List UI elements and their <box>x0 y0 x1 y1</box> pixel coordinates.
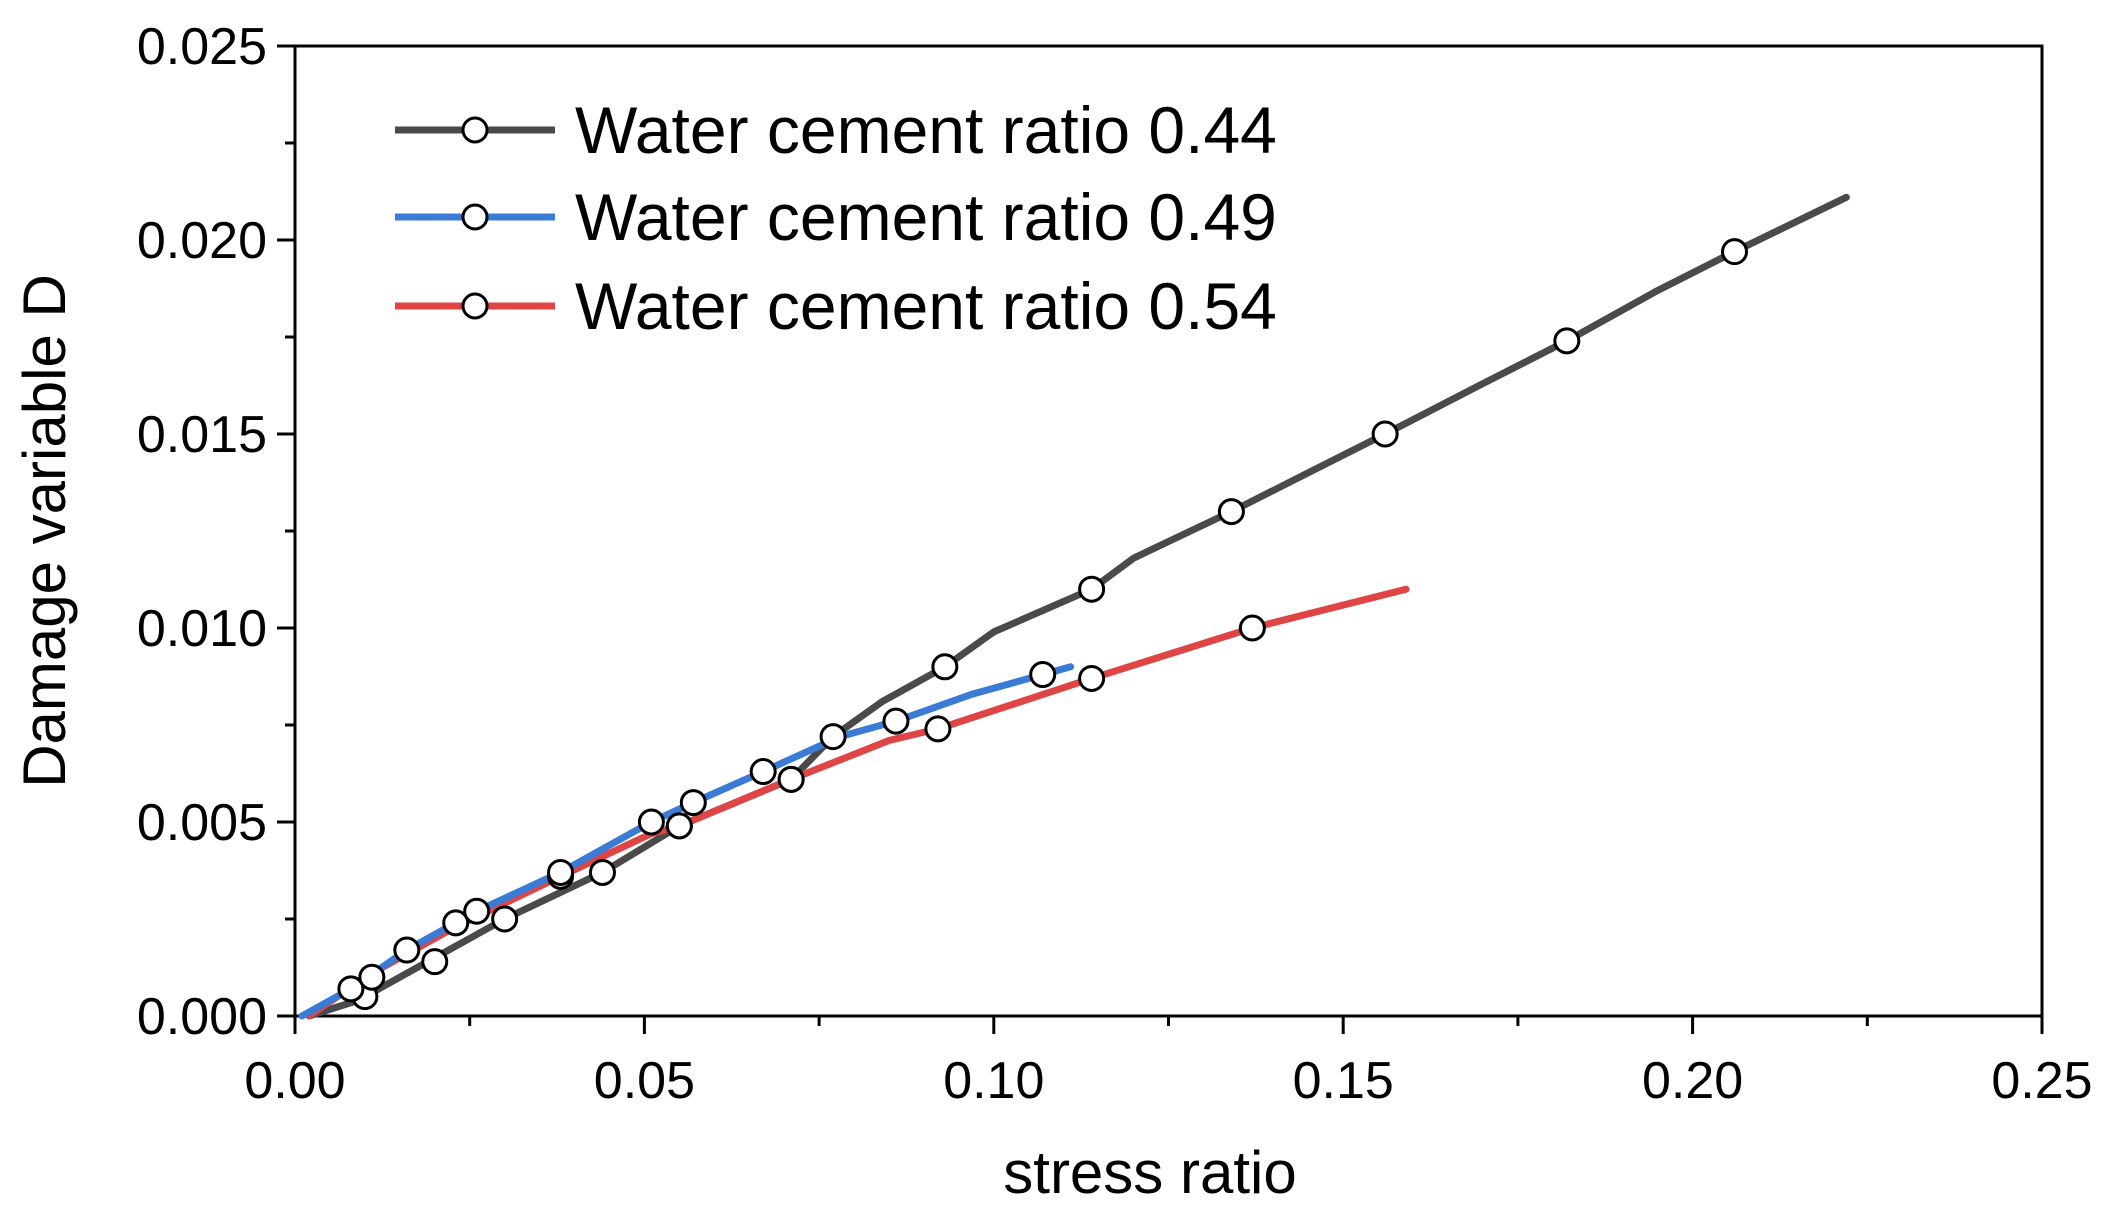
data-point-marker <box>337 975 365 1003</box>
data-point-marker <box>393 936 421 964</box>
data-point-marker <box>1238 614 1266 642</box>
data-point-marker <box>749 758 777 786</box>
x-axis: 0.00 0.05 0.10 0.15 0.20 0.25 <box>244 1016 2093 1110</box>
legend-swatch-marker <box>461 116 489 144</box>
data-point-marker <box>924 715 952 743</box>
data-point-marker <box>463 897 491 925</box>
legend-label: Water cement ratio 0.49 <box>575 180 1277 254</box>
data-point-marker <box>1553 327 1581 355</box>
y-axis: 0.000 0.005 0.010 0.015 0.020 0.025 <box>137 18 295 1046</box>
data-point-marker <box>442 909 470 937</box>
x-tick-label: 0.10 <box>943 1052 1044 1110</box>
data-point-marker <box>1029 661 1057 689</box>
series-line <box>305 193 1850 1020</box>
x-tick-label: 0.00 <box>244 1052 345 1110</box>
legend-swatch-marker <box>461 203 489 231</box>
data-point-marker <box>637 808 665 836</box>
y-tick-label: 0.005 <box>137 794 267 852</box>
y-axis-title: Damage variable D <box>11 274 78 788</box>
data-point-marker <box>588 858 616 886</box>
legend-swatch-marker <box>461 292 489 320</box>
x-tick-label: 0.05 <box>594 1052 695 1110</box>
x-axis-title: stress ratio <box>1003 1139 1296 1206</box>
data-point-marker <box>665 812 693 840</box>
y-tick-label: 0.020 <box>137 212 267 270</box>
legend-label: Water cement ratio 0.44 <box>575 93 1277 167</box>
data-point-marker <box>931 653 959 681</box>
data-point-marker <box>491 905 519 933</box>
y-tick-label: 0.010 <box>137 600 267 658</box>
data-point-marker <box>819 723 847 751</box>
x-tick-label: 0.20 <box>1642 1052 1743 1110</box>
data-point-marker <box>421 948 449 976</box>
x-tick-label: 0.15 <box>1293 1052 1394 1110</box>
data-point-marker <box>777 765 805 793</box>
y-tick-label: 0.015 <box>137 406 267 464</box>
data-point-marker <box>882 707 910 735</box>
series-layer <box>298 193 1850 1020</box>
y-tick-label: 0.025 <box>137 18 267 76</box>
legend-label: Water cement ratio 0.54 <box>575 269 1277 343</box>
x-tick-label: 0.25 <box>1991 1052 2092 1110</box>
data-point-marker <box>679 789 707 817</box>
data-point-marker <box>358 963 386 991</box>
data-point-marker <box>1721 238 1749 266</box>
legend: Water cement ratio 0.44 Water cement rat… <box>395 93 1277 343</box>
data-point-marker <box>547 858 575 886</box>
data-point-marker <box>1078 664 1106 692</box>
data-point-marker <box>1371 420 1399 448</box>
data-point-marker <box>1078 575 1106 603</box>
y-tick-label: 0.000 <box>137 988 267 1046</box>
data-point-marker <box>1217 498 1245 526</box>
